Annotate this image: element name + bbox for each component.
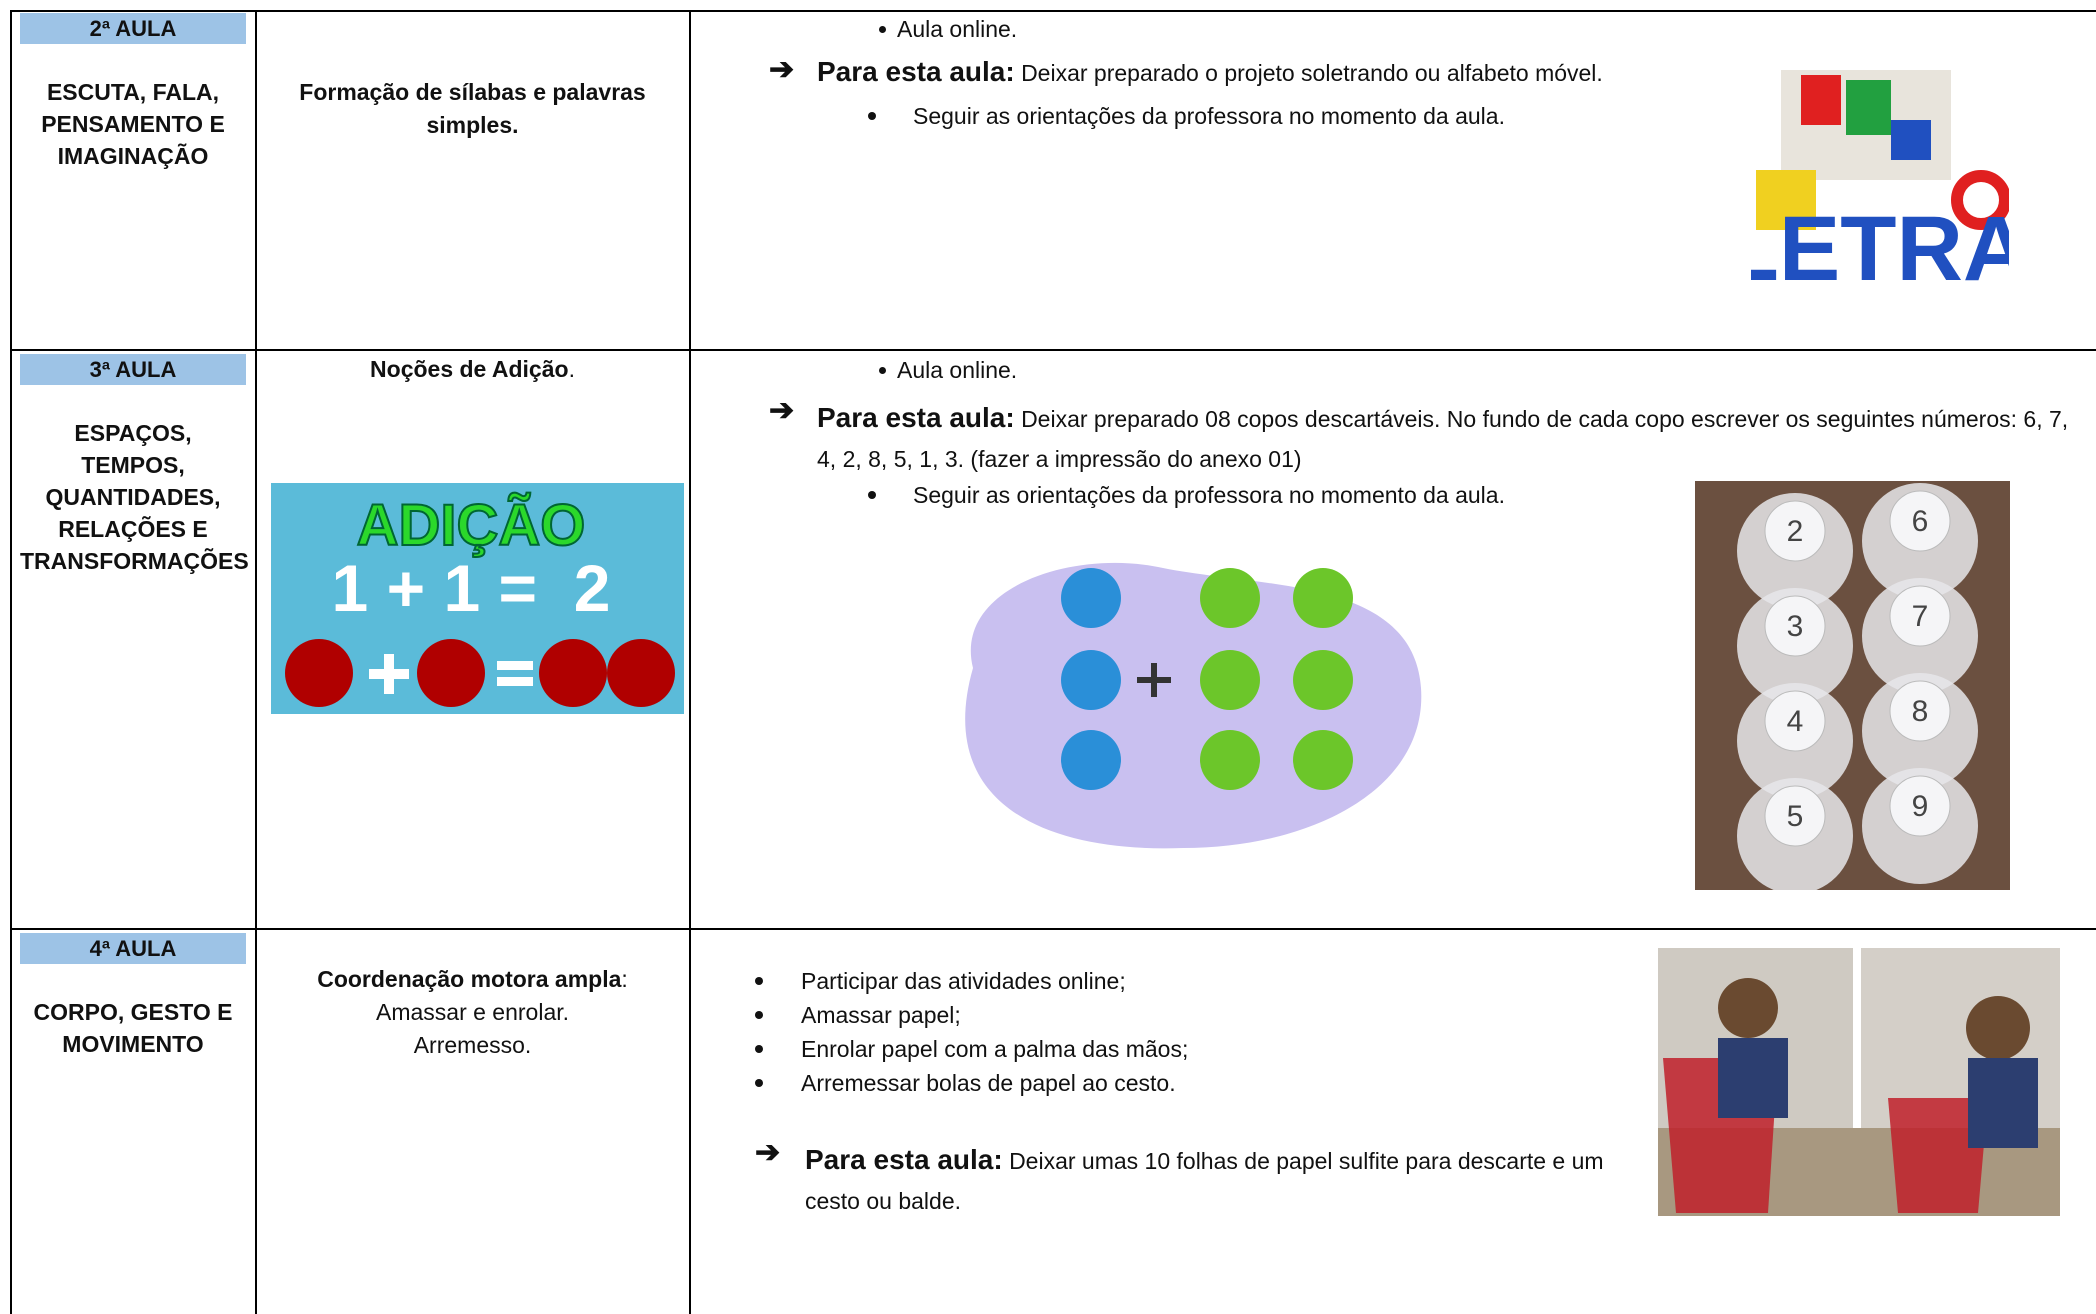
letters-image: LETRA (1751, 70, 2009, 297)
apples (285, 639, 675, 707)
bullet-text: Participar das atividades online; (801, 968, 1126, 994)
cup-number: 6 (1912, 505, 1929, 538)
topic-rest: . (568, 356, 575, 382)
bullet-text: Aula online. (897, 357, 1018, 383)
arrow: ➔ (769, 53, 795, 86)
cups-image: 2 6 3 7 4 8 5 9 (1695, 481, 2010, 890)
topic-bold: Coordenação motora ampla (317, 966, 622, 992)
arrow: ➔ (769, 394, 795, 427)
bullet (755, 1011, 763, 1019)
photo (1658, 948, 2060, 1216)
cup-bottom (1764, 500, 1826, 562)
green-marbles (1200, 568, 1353, 790)
image-word: LETRA (1751, 198, 2009, 297)
border (689, 10, 691, 1314)
bullet-text: Arremessar bolas de papel ao cesto. (801, 1070, 1176, 1096)
bullet-text: Amassar papel; (801, 1002, 961, 1028)
cup-bottom (1889, 775, 1951, 837)
plus (1137, 663, 1171, 697)
para-label: Para esta aula: (817, 402, 1015, 433)
child (1718, 978, 1778, 1038)
shape (1801, 75, 1841, 125)
para: Para esta aula: Deixar preparado 08 copo… (817, 398, 2092, 479)
cup-number: 5 (1787, 800, 1804, 833)
para: Para esta aula: Deixar umas 10 folhas de… (805, 1140, 1655, 1221)
topic: Coordenação motora ampla: Amassar e enro… (290, 963, 655, 1062)
aula-header: 2ª AULA (20, 13, 246, 44)
bullet (879, 26, 886, 33)
shape (1951, 170, 2009, 230)
bullet (755, 1045, 763, 1053)
topic-bold: Noções de Adição (370, 356, 569, 382)
shape (1891, 120, 1931, 160)
border (10, 10, 12, 1314)
para-text: Deixar umas 10 folhas de papel sulfite p… (805, 1148, 1604, 1214)
border (10, 928, 2096, 930)
topic: Formação de sílabas e palavras simples. (299, 79, 646, 138)
cup-bottom (1764, 595, 1826, 657)
basket (1888, 1098, 1988, 1213)
border (10, 10, 2096, 12)
image-equation: 1 + 1 = 2 (332, 551, 611, 625)
marbles-image (965, 562, 1422, 849)
field: CORPO, GESTO E MOVIMENTO (33, 999, 233, 1057)
bullet-text: Aula online. (897, 16, 1018, 42)
para-text: Deixar preparado o projeto soletrando ou… (1021, 60, 1603, 86)
topic: Noções de Adição. (290, 353, 655, 386)
bullet-text: Enrolar papel com a palma das mãos; (801, 1036, 1189, 1062)
symbols (369, 654, 533, 694)
cup-number: 2 (1787, 515, 1804, 548)
shape (1756, 170, 1816, 230)
addition-image: ADIÇÃO 1 + 1 = 2 (271, 483, 684, 714)
aula-header: 4ª AULA (20, 933, 246, 964)
cup-bottom (1889, 680, 1951, 742)
child (1718, 1038, 1788, 1118)
bullet (879, 367, 886, 374)
para-text: Deixar preparado 08 copos descartáveis. … (817, 406, 2069, 472)
blue-marbles (1061, 568, 1121, 790)
topic-line: Arremesso. (413, 1032, 532, 1058)
border (10, 349, 2096, 351)
para-label: Para esta aula: (817, 56, 1015, 87)
bullet (868, 491, 876, 499)
bullet (755, 1079, 763, 1087)
bullet (755, 977, 763, 985)
cup-bottom (1889, 490, 1951, 552)
bullet (868, 112, 876, 120)
cup-number: 4 (1787, 705, 1804, 738)
topic-line: Amassar e enrolar. (375, 999, 570, 1025)
shape (1846, 80, 1891, 135)
field: ESPAÇOS, TEMPOS, QUANTIDADES, RELAÇÕES E… (20, 420, 249, 574)
cup-number: 9 (1912, 790, 1929, 823)
border (255, 10, 257, 1314)
sub-bullet: Seguir as orientações da professora no m… (913, 482, 1505, 508)
cup-bottom (1764, 785, 1826, 847)
cup-number: 8 (1912, 695, 1929, 728)
child (1966, 996, 2030, 1060)
field: ESCUTA, FALA, PENSAMENTO E IMAGINAÇÃO (41, 79, 225, 169)
sub-bullet: Seguir as orientações da professora no m… (913, 103, 1505, 129)
cup-number: 3 (1787, 610, 1804, 643)
cup-number: 7 (1912, 600, 1929, 633)
blob (965, 562, 1422, 849)
child (1968, 1058, 2038, 1148)
para: Para esta aula: Deixar preparado o proje… (817, 57, 1817, 88)
topic-rest: : (621, 966, 628, 992)
image-title: ADIÇÃO (357, 493, 586, 558)
arrow: ➔ (755, 1136, 781, 1169)
cup-bottom (1889, 585, 1951, 647)
cup-bottom (1764, 690, 1826, 752)
para-label: Para esta aula: (805, 1144, 1003, 1175)
aula-header: 3ª AULA (20, 354, 246, 385)
